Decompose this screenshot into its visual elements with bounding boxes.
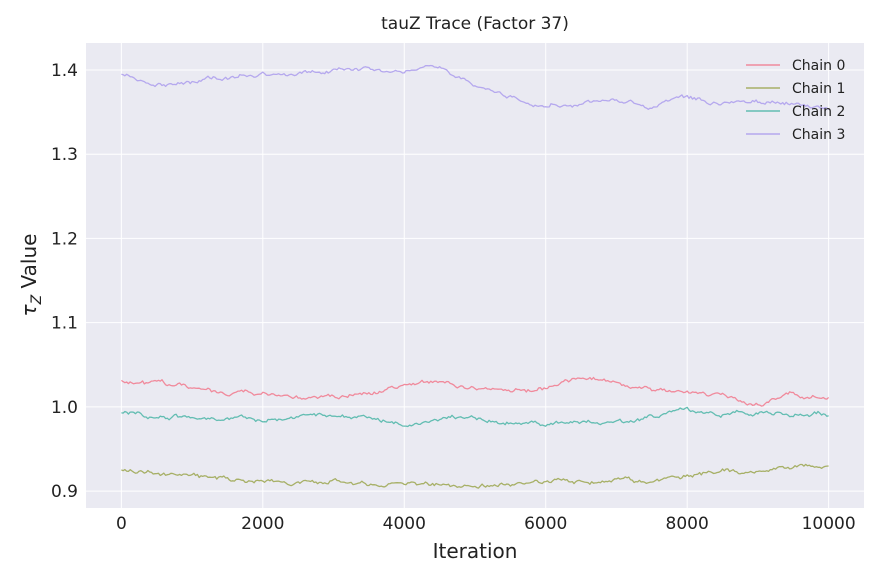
x-tick-label: 4000 [383, 514, 426, 534]
x-tick-label: 0 [116, 514, 127, 534]
plot-area [86, 43, 864, 508]
legend-label: Chain 1 [792, 81, 845, 97]
y-axis-label-subscript: Z [29, 294, 45, 305]
y-tick-label: 0.9 [51, 482, 78, 502]
chain-lines [121, 64, 830, 489]
y-tick-label: 1.1 [51, 314, 78, 334]
legend-label: Chain 0 [792, 58, 845, 74]
y-tick-label: 1.0 [51, 398, 78, 418]
x-tick-label: 10000 [802, 514, 856, 534]
x-tick-labels: 0 2000 4000 6000 8000 10000 [116, 514, 856, 534]
y-tick-label: 1.3 [51, 145, 78, 165]
y-tick-label: 1.2 [51, 229, 78, 249]
legend-label: Chain 3 [792, 127, 845, 143]
y-axis-label-symbol: τ [17, 303, 41, 316]
legend-label: Chain 2 [792, 104, 845, 120]
x-axis-label: Iteration [433, 539, 518, 563]
chart-title: tauZ Trace (Factor 37) [381, 14, 569, 34]
series-line-chain-1 [121, 463, 829, 489]
series-line-chain-3 [121, 64, 830, 111]
x-tick-label: 6000 [524, 514, 567, 534]
y-tick-labels: 0.9 1.0 1.1 1.2 1.3 1.4 [51, 61, 78, 502]
y-axis-label: τZ Value [17, 234, 45, 317]
y-axis-label-text: Value [17, 234, 41, 295]
series-line-chain-0 [121, 376, 830, 407]
y-tick-label: 1.4 [51, 61, 78, 81]
series-line-chain-2 [121, 406, 829, 428]
legend: Chain 0 Chain 1 Chain 2 Chain 3 [746, 58, 845, 143]
x-tick-label: 8000 [666, 514, 709, 534]
x-tick-label: 2000 [241, 514, 284, 534]
grid [86, 43, 864, 508]
